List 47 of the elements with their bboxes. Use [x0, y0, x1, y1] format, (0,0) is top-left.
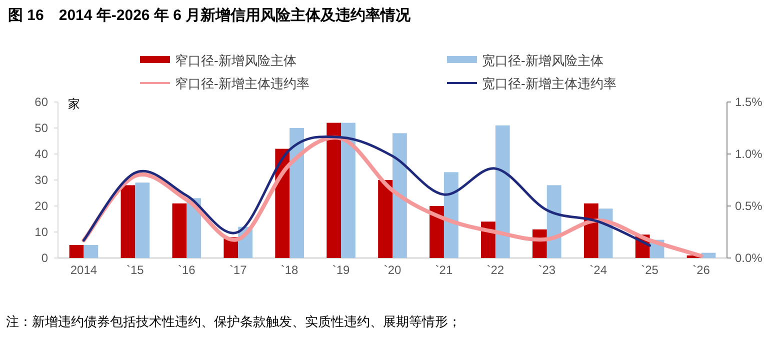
- bar: [135, 182, 150, 258]
- y2-tick-label: 0.0%: [735, 251, 763, 265]
- bar: [120, 185, 136, 258]
- x-tick-label: `26: [692, 263, 710, 277]
- text: 注：新增违约债券包括技术性违约、保护条款触发、实质性违约、展期等情形；: [6, 314, 461, 329]
- bar: [584, 203, 598, 258]
- y2-tick-label: 1.5%: [735, 95, 763, 109]
- y2-tick-label: 0.5%: [735, 199, 763, 213]
- y2-tick-label: 1.0%: [735, 147, 763, 161]
- y-tick-label: 10: [34, 225, 48, 239]
- x-tick-label: `20: [384, 263, 402, 277]
- x-tick-label: `19: [332, 263, 350, 277]
- bar: [84, 245, 98, 258]
- y-axis-title: 家: [68, 97, 80, 111]
- bar: [172, 203, 187, 258]
- x-tick-label: 2014: [70, 263, 98, 277]
- chart-title: 图 16 2014 年-2026 年 6 月新增信用风险主体及违约率情况: [8, 6, 412, 24]
- x-tick-label: `24: [590, 263, 608, 277]
- legend-label: 窄口径-新增主体违约率: [175, 76, 310, 91]
- x-tick-label: `15: [126, 263, 144, 277]
- x-tick-label: `23: [538, 263, 556, 277]
- bar: [444, 172, 458, 258]
- y-tick-label: 30: [34, 173, 48, 187]
- bar: [69, 245, 84, 258]
- bar: [430, 206, 444, 258]
- y-tick-label: 20: [34, 199, 48, 213]
- x-tick-label: `17: [229, 263, 248, 277]
- x-tick-label: `18: [280, 263, 299, 277]
- x-tick-label: `16: [178, 263, 196, 277]
- y-tick-label: 40: [34, 147, 48, 161]
- bar: [341, 122, 356, 258]
- x-tick-label: `25: [641, 263, 659, 277]
- line-series: [82, 135, 652, 247]
- bar: [392, 133, 407, 258]
- bar: [326, 122, 342, 258]
- y-tick-label: 0: [41, 251, 48, 265]
- bar: [546, 185, 562, 258]
- y-tick-label: 50: [34, 121, 48, 135]
- x-tick-label: `21: [435, 263, 453, 277]
- legend-label: 窄口径-新增风险主体: [175, 53, 296, 68]
- bar: [495, 125, 510, 258]
- bar: [290, 128, 304, 258]
- legend-label: 宽口径-新增主体违约率: [482, 76, 616, 91]
- legend-label: 宽口径-新增风险主体: [482, 53, 604, 68]
- bar: [378, 180, 392, 258]
- x-tick-label: `22: [486, 263, 504, 277]
- y-tick-label: 60: [34, 95, 48, 109]
